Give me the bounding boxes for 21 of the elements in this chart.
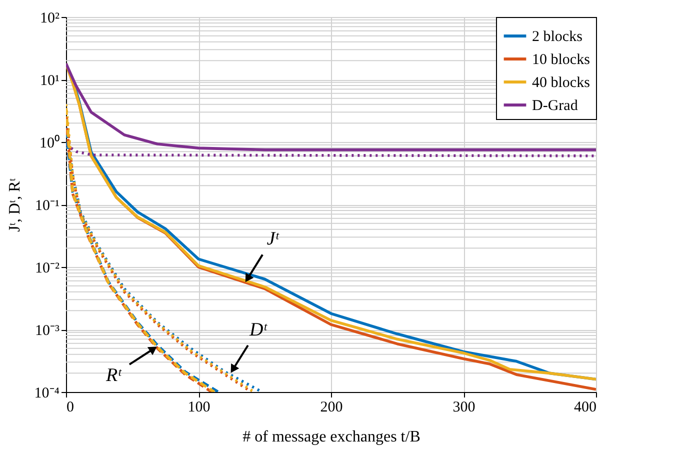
x-tick-label: 100 [188,400,210,416]
y-axis-title: Jᵗ, Dᵗ, Rᵗ [6,178,24,232]
x-tick-label: 0 [66,400,74,416]
y-tick-label: 10⁻⁴ [34,386,60,402]
x-tick-label: 400 [574,400,596,416]
legend-label: 10 blocks [532,52,590,68]
y-tick-label: 10¹ [40,73,60,89]
y-tick-label: 10⁻¹ [35,198,60,214]
annotation: Rᵗ [105,364,123,386]
y-tick-label: 10² [40,10,60,26]
legend-label: 40 blocks [532,75,590,91]
x-tick-label: 300 [452,400,476,416]
annotation: Jᵗ [266,228,280,250]
x-tick-label: 200 [320,400,343,416]
annotation: Dᵗ [248,319,268,340]
y-tick-label: 10⁻² [35,260,60,276]
x-axis-title: # of message exchanges t/B [242,428,420,446]
legend-label: D-Grad [532,98,578,114]
y-tick-label: 10⁻³ [35,323,60,339]
y-tick-label: 10⁰ [40,134,60,152]
legend-label: 2 blocks [532,29,583,45]
